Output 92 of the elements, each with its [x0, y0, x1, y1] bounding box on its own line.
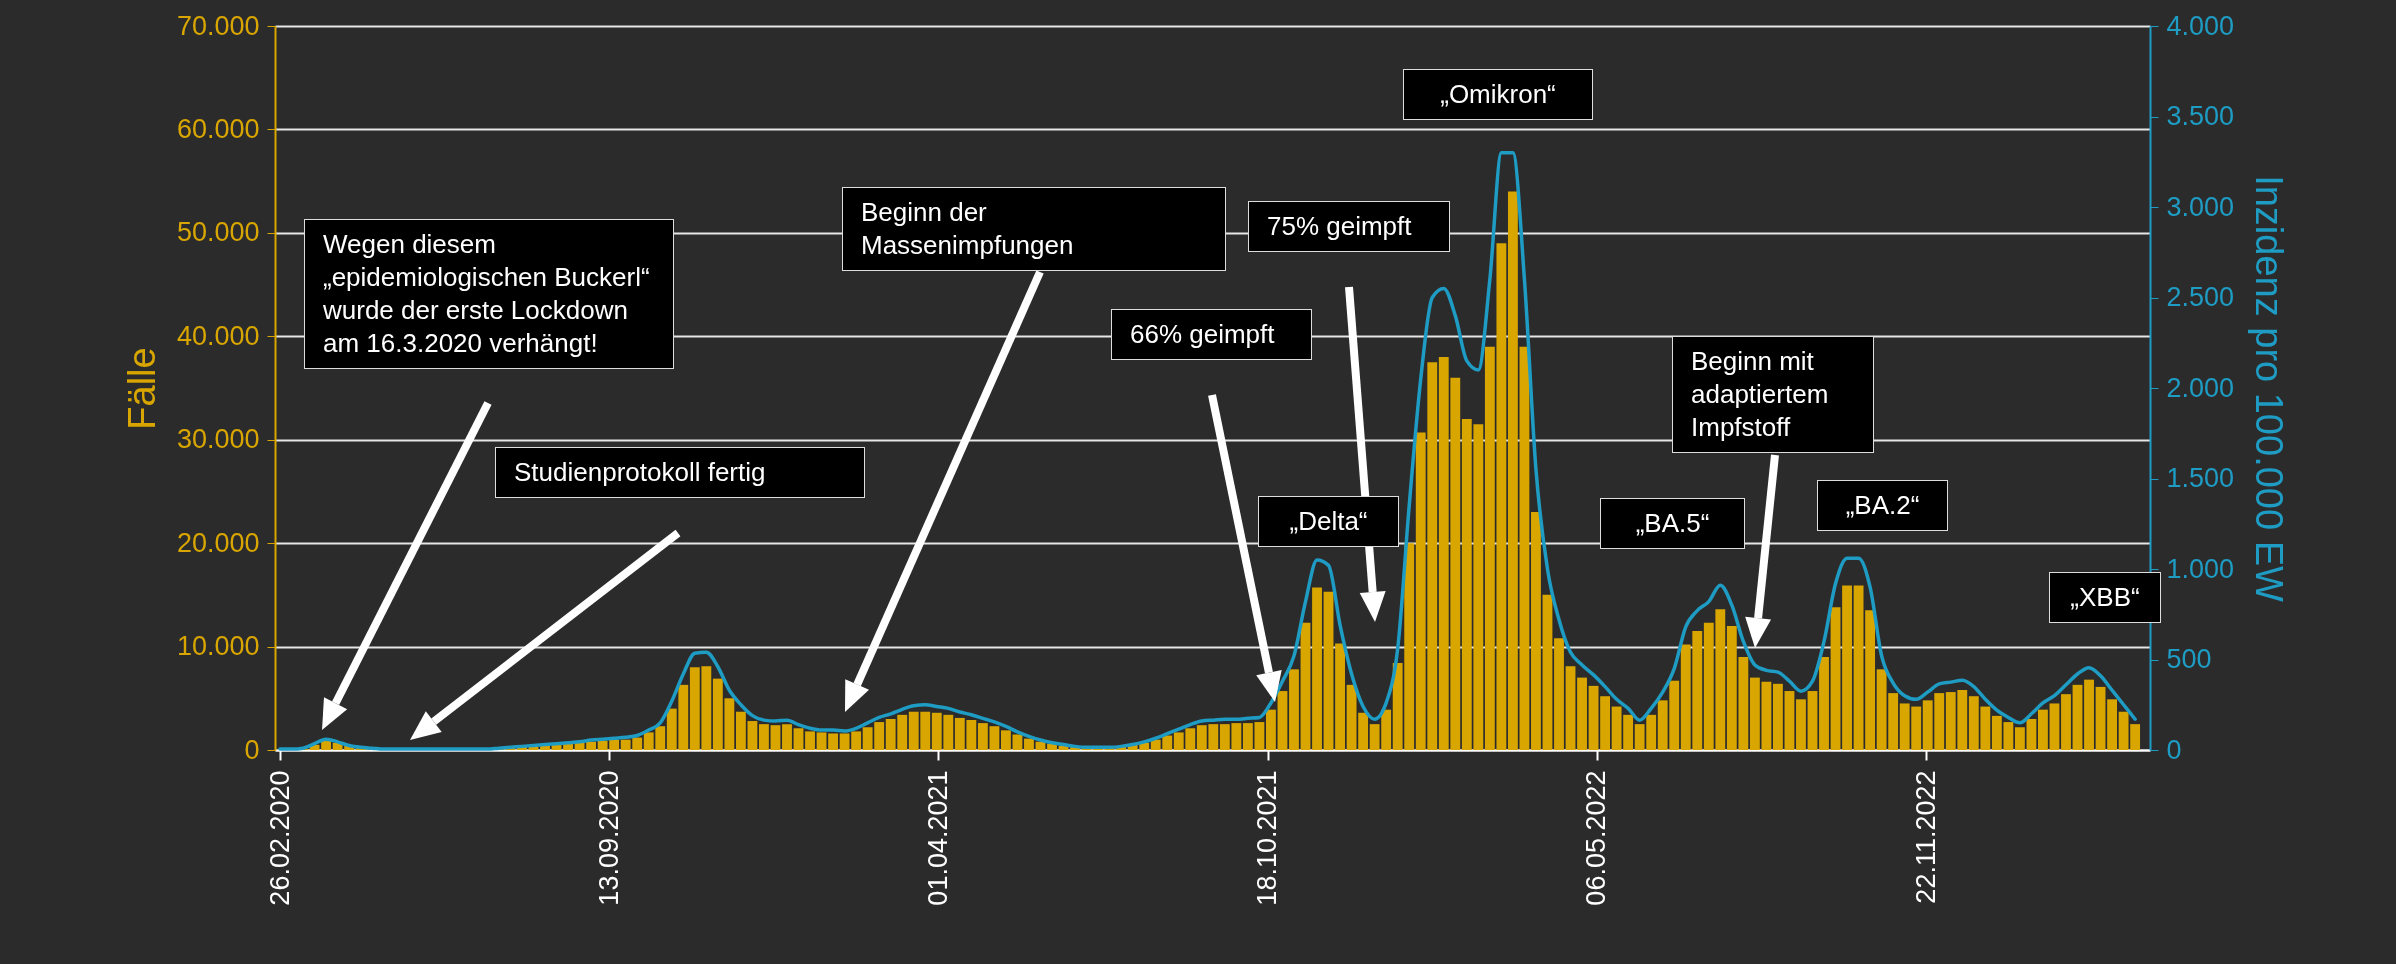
bar — [1507, 191, 1518, 750]
bar — [1531, 512, 1541, 750]
y-tick-label: 20.000 — [176, 527, 260, 558]
bar — [1773, 683, 1783, 750]
bar — [805, 731, 815, 750]
annotation: „XBB“ — [2069, 581, 2141, 614]
x-tick-label: 18.10.2021 — [1252, 770, 1283, 906]
note-box: Beginn der Massenimpfungen — [842, 187, 1226, 271]
bar — [816, 732, 827, 750]
bar — [1323, 591, 1334, 750]
y-axis-title: Fälle — [120, 347, 163, 430]
y2-tick-label: 1.500 — [2166, 463, 2235, 493]
note-box: „BA.2“ — [1817, 480, 1948, 531]
bar — [1289, 669, 1299, 750]
y2-tick-label: 0 — [2166, 734, 2182, 765]
annotation: 66% geimpft — [1130, 318, 1276, 351]
x-tick-label: 01.04.2021 — [922, 770, 953, 906]
y-tick-label: 70.000 — [176, 10, 260, 41]
bar — [1830, 607, 1841, 750]
note-box: Wegen diesem „epidemiologischen Buckerl“ wurde der erste Lockdown am 16.3.2020 verhängt! — [304, 219, 674, 369]
bar — [1024, 738, 1034, 750]
y2-tick-label: 2.000 — [2166, 372, 2235, 403]
y-tick-label: 30.000 — [176, 424, 260, 455]
line-series — [278, 150, 2137, 751]
annotation: Beginn der Massenimpfungen — [861, 196, 1075, 262]
bar — [782, 724, 792, 750]
annotation: „Delta“ — [1288, 505, 1369, 538]
bar — [321, 740, 332, 750]
bar — [1554, 638, 1564, 750]
bar — [828, 733, 838, 750]
bar — [770, 725, 781, 750]
bar — [1600, 696, 1611, 750]
x-tick-label: 13.09.2020 — [593, 770, 624, 906]
note-box: „BA.5“ — [1600, 498, 1745, 549]
annotation: „Omikron“ — [1439, 78, 1557, 111]
bar — [2049, 703, 2060, 750]
y2-axis-title: Inzidenz pro 100.000 EW — [2248, 175, 2291, 602]
annotation: Wegen diesem „epidemiologischen Buckerl“ wurde der erste Lockdown am 16.3.2020 verhängt! — [323, 228, 651, 360]
annotation: Studienprotokoll fertig — [514, 456, 767, 489]
bar — [1012, 734, 1023, 750]
y-tick-label: 0 — [244, 734, 260, 765]
note-box: Studienprotokoll fertig — [495, 447, 865, 498]
bar — [1266, 709, 1276, 750]
note-box: 66% geimpft — [1111, 309, 1312, 360]
y2-tick-label: 2.500 — [2166, 282, 2235, 312]
bar — [1796, 699, 1806, 750]
bar — [1312, 587, 1322, 750]
bar — [793, 728, 804, 750]
y2-tick-label: 1.000 — [2166, 553, 2235, 584]
bar — [759, 724, 769, 750]
note-box: 75% geimpft — [1248, 201, 1450, 252]
y-tick-label: 60.000 — [176, 113, 260, 144]
bar — [1047, 743, 1057, 750]
bar — [1842, 585, 1852, 750]
bar — [2095, 686, 2106, 750]
note-box: Beginn mit adaptiertem Impfstoff — [1672, 336, 1874, 453]
bar — [1300, 622, 1311, 750]
annotation: „BA.2“ — [1844, 489, 1921, 522]
bar — [1519, 346, 1530, 750]
bar — [2072, 684, 2083, 750]
bar — [563, 743, 573, 750]
bar — [1335, 643, 1345, 750]
annotation: „BA.5“ — [1634, 507, 1711, 540]
bar — [2084, 679, 2094, 750]
y-tick-label: 40.000 — [176, 320, 260, 351]
bar — [1277, 691, 1288, 750]
x-tick-label: 06.05.2022 — [1581, 770, 1612, 906]
bar — [2061, 694, 2071, 750]
annotation: 75% geimpft — [1267, 210, 1413, 243]
bar — [1588, 685, 1599, 750]
y2-tick-label: 3.500 — [2166, 101, 2235, 131]
bar — [1807, 691, 1818, 750]
bar — [2107, 699, 2117, 750]
note-box: „Delta“ — [1258, 496, 1399, 547]
bar — [1000, 730, 1011, 750]
bar — [540, 745, 550, 750]
y-tick-label: 10.000 — [176, 631, 260, 662]
annotation: Beginn mit adaptiertem Impfstoff — [1691, 345, 1830, 444]
y2-tick-label: 4.000 — [2166, 10, 2235, 41]
x-tick-label: 26.02.2020 — [264, 770, 295, 906]
bar — [2038, 709, 2048, 750]
note-box: „XBB“ — [2049, 572, 2161, 623]
bar — [1565, 666, 1576, 750]
note-box: „Omikron“ — [1403, 69, 1593, 120]
y-tick-label: 50.000 — [176, 217, 260, 248]
x-tick-label: 22.11.2022 — [1910, 770, 1941, 904]
bar — [1784, 691, 1795, 750]
bar — [1819, 656, 1829, 750]
bar — [1542, 594, 1553, 750]
y2-tick-label: 3.000 — [2166, 191, 2235, 222]
bar — [1577, 677, 1587, 750]
y2-tick-label: 500 — [2166, 644, 2212, 674]
